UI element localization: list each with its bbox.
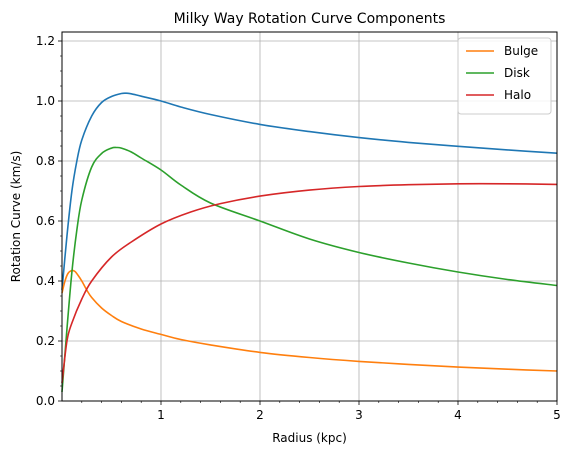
series-line-disk <box>61 146 558 393</box>
series-line-total <box>61 92 558 291</box>
y-tick-label: 1.2 <box>36 34 55 48</box>
x-tick-label: 4 <box>454 408 462 422</box>
y-tick-label: 0.2 <box>36 334 55 348</box>
series-line-bulge <box>61 269 558 372</box>
y-tick-label: 0.6 <box>36 214 55 228</box>
series-layer <box>61 92 558 393</box>
series-line-halo <box>61 182 558 384</box>
legend-label-disk: Disk <box>504 66 530 80</box>
legend-label-bulge: Bulge <box>504 44 538 58</box>
legend-label-halo: Halo <box>504 88 531 102</box>
x-tick-label: 3 <box>355 408 363 422</box>
legend: Bulge Disk Halo <box>457 37 552 115</box>
chart-title: Milky Way Rotation Curve Components <box>174 11 446 27</box>
tick-layer: 1 2 3 4 5 0.0 0.2 0.4 0.6 0.8 1.0 1.2 <box>36 34 561 422</box>
y-axis-label: Rotation Curve (km/s) <box>9 151 23 283</box>
y-tick-label: 0.0 <box>36 394 55 408</box>
x-axis-label: Radius (kpc) <box>272 431 347 445</box>
x-tick-label: 5 <box>553 408 561 422</box>
x-tick-label: 1 <box>157 408 165 422</box>
x-tick-label: 2 <box>256 408 264 422</box>
y-tick-label: 0.4 <box>36 274 55 288</box>
plot-frame <box>61 31 558 402</box>
y-tick-label: 0.8 <box>36 154 55 168</box>
y-tick-label: 1.0 <box>36 94 55 108</box>
